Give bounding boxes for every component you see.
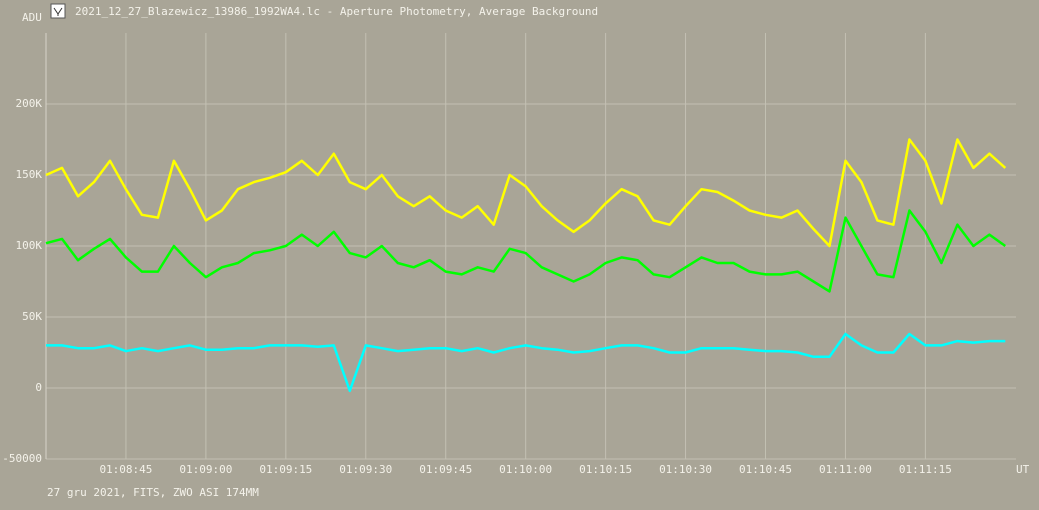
x-tick-label: 01:11:15 (899, 463, 952, 476)
y-tick-label: 50K (22, 310, 42, 323)
x-tick-label: 01:10:15 (579, 463, 632, 476)
series-line (45, 209, 1007, 293)
x-tick-label: 01:10:45 (739, 463, 792, 476)
x-tick-label: 01:10:30 (659, 463, 712, 476)
x-tick-label: 01:09:45 (419, 463, 472, 476)
app-icon (50, 3, 66, 19)
y-axis-label: ADU (22, 11, 42, 24)
series-line (46, 332, 1006, 393)
x-tick-label: 01:09:00 (179, 463, 232, 476)
x-tick-label: 01:08:45 (99, 463, 152, 476)
y-tick-label: 100K (16, 239, 43, 252)
x-axis-label: UT (1016, 463, 1030, 476)
x-tick-label: 01:10:00 (499, 463, 552, 476)
series-line (45, 138, 1007, 248)
y-tick-label: -50000 (2, 452, 42, 465)
y-tick-label: 150K (16, 168, 43, 181)
y-tick-label: 200K (16, 97, 43, 110)
footer: 27 gru 2021, FITS, ZWO ASI 174MM (47, 486, 259, 499)
chart-title: 2021_12_27_Blazewicz_13986_1992WA4.lc - … (75, 5, 598, 18)
y-tick-label: 0 (35, 381, 42, 394)
app-icon-glyph (53, 7, 63, 16)
x-tick-label: 01:09:15 (259, 463, 312, 476)
x-tick-label: 01:11:00 (819, 463, 872, 476)
x-tick-label: 01:09:30 (339, 463, 392, 476)
